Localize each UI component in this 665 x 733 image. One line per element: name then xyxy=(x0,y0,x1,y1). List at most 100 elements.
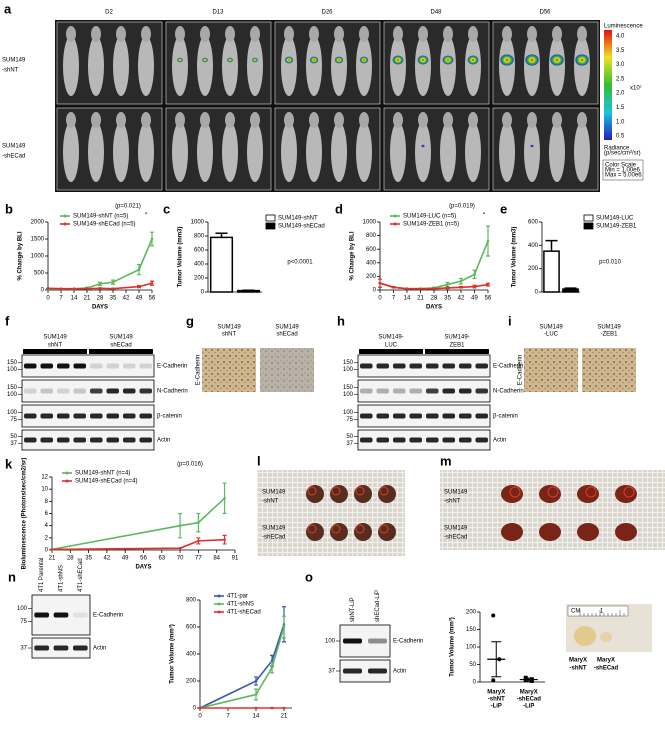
data-point xyxy=(446,283,449,286)
data-point xyxy=(270,666,274,669)
x-tick-label: 63 xyxy=(158,556,165,562)
blot-band xyxy=(122,437,136,443)
data-point xyxy=(523,675,528,680)
blot-strip xyxy=(357,429,491,451)
ruler-label: 1 xyxy=(600,609,604,615)
mw-marker: 100 xyxy=(343,367,354,373)
mouse-head xyxy=(577,26,587,42)
x-tick-label: MaryX xyxy=(520,690,538,696)
mouse-head xyxy=(91,112,101,128)
data-point xyxy=(473,273,476,276)
colorbar-scale: Color Scale xyxy=(605,163,637,169)
legend-label: SUM149-shECad (n=5) xyxy=(73,222,136,228)
blot-strip xyxy=(21,354,155,378)
y-tick-label: 400 xyxy=(528,243,539,249)
mouse-head xyxy=(66,112,76,128)
blot-band xyxy=(475,363,489,369)
blot-band xyxy=(458,388,472,394)
mw-marker: 75 xyxy=(20,619,27,625)
mouse xyxy=(356,122,372,182)
panel-label: g xyxy=(186,313,194,328)
x-axis-label: DAYS xyxy=(92,305,108,311)
x-tick-label: 21 xyxy=(417,296,424,302)
lane-label: 4T1-shNS xyxy=(59,565,65,592)
x-tick-label: 56 xyxy=(140,556,147,562)
y-tick-label: 0 xyxy=(373,288,377,294)
data-point xyxy=(432,287,436,290)
tumor-outline xyxy=(355,524,365,534)
protein-label: E-Cadherin xyxy=(493,364,523,370)
mw-marker: 50 xyxy=(346,434,353,440)
luminescence-signal xyxy=(500,54,514,66)
mouse xyxy=(113,36,129,96)
mouse-head xyxy=(175,112,185,128)
organ xyxy=(501,485,523,503)
annotation: * xyxy=(483,213,486,219)
x-tick-label: 0 xyxy=(378,296,382,302)
mouse xyxy=(524,122,540,182)
colorbar-unit: Radiance xyxy=(604,146,630,152)
mouse-head xyxy=(502,112,512,128)
row-label: -shNT xyxy=(2,68,19,74)
luminescence-signal xyxy=(442,55,454,65)
y-tick-label: 0 xyxy=(535,290,539,296)
colorbar-scale-box xyxy=(602,159,644,181)
x-tick-label: 21 xyxy=(84,296,91,302)
organ xyxy=(539,523,561,541)
legend-swatch xyxy=(583,222,594,230)
blot-band xyxy=(442,363,456,369)
photo xyxy=(257,470,405,556)
panel-label: k xyxy=(5,456,13,471)
blot-band xyxy=(139,388,153,394)
y-tick-label: 800 xyxy=(186,598,197,604)
blot-strip xyxy=(357,379,491,403)
row-label: SUM149 xyxy=(262,526,286,532)
blot-band xyxy=(409,437,423,443)
data-point xyxy=(72,287,76,290)
y-tick-label: 600 xyxy=(194,248,205,254)
panel-label: f xyxy=(5,313,10,328)
lane-label: 4T1-shECad xyxy=(78,558,84,592)
panel-label: h xyxy=(337,313,345,328)
histology-image xyxy=(524,348,578,392)
legend-swatch xyxy=(265,222,276,230)
mouse-head xyxy=(116,26,126,42)
luminescence-signal xyxy=(252,57,258,63)
blot-strip xyxy=(357,354,491,378)
mouse-head xyxy=(116,112,126,128)
data-point xyxy=(111,287,115,290)
data-point xyxy=(486,239,490,243)
mw-marker: 37 xyxy=(20,646,27,652)
blot-band xyxy=(409,413,423,419)
data-point xyxy=(392,285,395,289)
error-bar xyxy=(545,239,558,252)
y-tick-label: 0 xyxy=(473,680,477,686)
blot-band xyxy=(56,437,70,443)
panel-label: i xyxy=(508,313,512,328)
mouse-head xyxy=(309,26,319,42)
protein-label: N-Cadherin xyxy=(157,389,188,395)
mouse xyxy=(138,122,154,182)
blot-band xyxy=(442,413,456,419)
data-point xyxy=(223,496,226,500)
tumor-outline xyxy=(355,486,365,496)
data-point xyxy=(523,678,528,683)
y-tick-label: 6 xyxy=(45,511,49,517)
luminescence-signal xyxy=(334,56,344,64)
lane-label: shNT-LiP xyxy=(350,597,356,622)
luminescence-signal xyxy=(417,55,429,65)
legend-marker xyxy=(217,602,221,606)
mw-marker: 100 xyxy=(343,410,354,416)
y-tick-label: 150 xyxy=(466,627,477,633)
sample-label: MaryX xyxy=(597,658,615,664)
sample-label: MaryX xyxy=(569,658,587,664)
luminescence-signal xyxy=(525,54,539,66)
mouse-head xyxy=(250,112,260,128)
annotation: p=0.010 xyxy=(599,260,622,266)
blot-band xyxy=(359,413,373,419)
y-tick-label: 100 xyxy=(466,645,477,651)
luminescence-signal xyxy=(227,57,233,63)
x-tick-label: 7 xyxy=(226,714,230,720)
protein-label: E-Cadherin xyxy=(157,364,187,370)
x-tick-label: 14 xyxy=(404,296,411,302)
